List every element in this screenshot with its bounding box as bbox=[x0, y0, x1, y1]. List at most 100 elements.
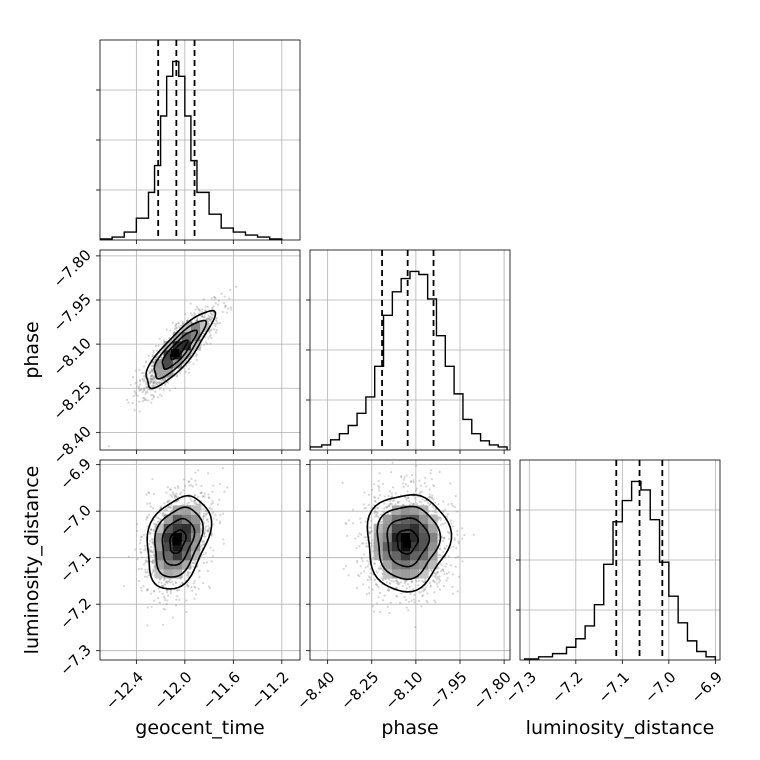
scatter-point bbox=[434, 574, 437, 578]
scatter-point bbox=[158, 388, 161, 391]
contour-line bbox=[153, 319, 208, 380]
scatter-point bbox=[192, 562, 196, 565]
scatter-point bbox=[378, 591, 382, 595]
scatter-point bbox=[204, 535, 207, 538]
scatter-point bbox=[442, 584, 446, 588]
scatter-point bbox=[378, 494, 381, 497]
density-block bbox=[410, 523, 420, 534]
scatter-point bbox=[197, 495, 200, 499]
scatter-point bbox=[360, 542, 363, 545]
density-block bbox=[400, 550, 411, 561]
scatter-point bbox=[439, 579, 442, 582]
scatter-point bbox=[418, 579, 421, 582]
scatter-point bbox=[149, 554, 153, 557]
scatter-point bbox=[207, 493, 210, 496]
scatter-point bbox=[202, 515, 205, 518]
scatter-point bbox=[175, 327, 178, 330]
scatter-point bbox=[377, 479, 380, 483]
scatter-point bbox=[443, 522, 447, 525]
scatter-point bbox=[140, 567, 143, 571]
scatter-point bbox=[360, 557, 364, 560]
scatter-point bbox=[145, 571, 148, 574]
density-block bbox=[181, 331, 192, 342]
scatter-point bbox=[147, 354, 150, 358]
scatter-point bbox=[428, 510, 431, 513]
scatter-point bbox=[377, 485, 380, 488]
y-tick-label: −7.0 bbox=[56, 501, 94, 539]
scatter-point bbox=[142, 389, 145, 392]
scatter-point bbox=[388, 490, 391, 493]
scatter-point bbox=[150, 528, 153, 532]
scatter-point bbox=[169, 494, 172, 497]
histogram-step-phase bbox=[310, 270, 508, 450]
scatter-point bbox=[212, 484, 215, 487]
scatter-point bbox=[208, 527, 211, 530]
scatter-point bbox=[388, 578, 391, 581]
scatter-point bbox=[187, 501, 190, 504]
scatter-point bbox=[166, 501, 169, 504]
scatter-point bbox=[214, 322, 218, 325]
scatter-point bbox=[409, 592, 412, 595]
scatter-point bbox=[202, 298, 205, 301]
scatter-point bbox=[413, 497, 416, 500]
scatter-point bbox=[456, 590, 459, 593]
scatter-point bbox=[129, 383, 132, 386]
scatter-point bbox=[410, 579, 413, 583]
scatter-point bbox=[152, 361, 155, 364]
scatter-point bbox=[408, 503, 411, 506]
scatter-point bbox=[392, 580, 395, 583]
scatter-point bbox=[143, 533, 146, 536]
scatter-point bbox=[201, 315, 204, 318]
scatter-point bbox=[345, 522, 348, 526]
scatter-point bbox=[147, 574, 151, 577]
x-axis-label-geocent_time: geocent_time bbox=[135, 717, 264, 739]
scatter-point bbox=[159, 351, 162, 355]
scatter-point bbox=[358, 545, 361, 548]
scatter-point bbox=[223, 490, 226, 493]
scatter-point bbox=[133, 390, 136, 393]
scatter-point bbox=[397, 583, 400, 586]
scatter-point bbox=[379, 521, 382, 524]
density-block bbox=[400, 569, 411, 579]
scatter-point bbox=[203, 543, 206, 546]
scatter-point bbox=[212, 549, 215, 552]
scatter-point bbox=[435, 571, 439, 575]
scatter-point bbox=[152, 377, 155, 381]
scatter-point bbox=[410, 581, 413, 584]
scatter-point bbox=[178, 588, 181, 591]
x-tick-label: −8.25 bbox=[337, 668, 382, 713]
scatter-point bbox=[176, 594, 179, 598]
contour-line bbox=[376, 505, 442, 581]
scatter-point bbox=[192, 582, 195, 585]
scatter-point bbox=[199, 527, 203, 530]
scatter-point bbox=[417, 599, 421, 603]
scatter-point bbox=[152, 546, 156, 549]
scatter-point bbox=[150, 549, 153, 552]
scatter-point bbox=[145, 589, 149, 592]
density-block bbox=[154, 532, 164, 543]
scatter-point bbox=[138, 400, 141, 403]
scatter-point bbox=[169, 329, 172, 332]
density-block bbox=[181, 322, 192, 333]
scatter-point bbox=[443, 547, 446, 550]
contour-line bbox=[145, 309, 217, 390]
scatter-point bbox=[212, 313, 215, 317]
scatter-point bbox=[161, 512, 164, 515]
scatter-point bbox=[163, 599, 167, 602]
scatter-point bbox=[215, 317, 218, 320]
density-block bbox=[391, 550, 402, 561]
scatter-point bbox=[206, 520, 210, 523]
scatter-point bbox=[160, 357, 164, 360]
scatter-point bbox=[356, 573, 359, 577]
scatter-point bbox=[425, 485, 428, 488]
scatter-point bbox=[209, 318, 213, 321]
scatter-point bbox=[150, 528, 153, 531]
y-tick-label: −8.10 bbox=[50, 334, 95, 379]
scatter-point bbox=[155, 383, 159, 386]
scatter-point bbox=[405, 498, 408, 501]
x-axis-label-phase: phase bbox=[381, 717, 438, 739]
scatter-point bbox=[449, 564, 452, 567]
scatter-point bbox=[143, 398, 146, 402]
contour-line bbox=[386, 517, 431, 568]
scatter-point bbox=[180, 491, 183, 494]
